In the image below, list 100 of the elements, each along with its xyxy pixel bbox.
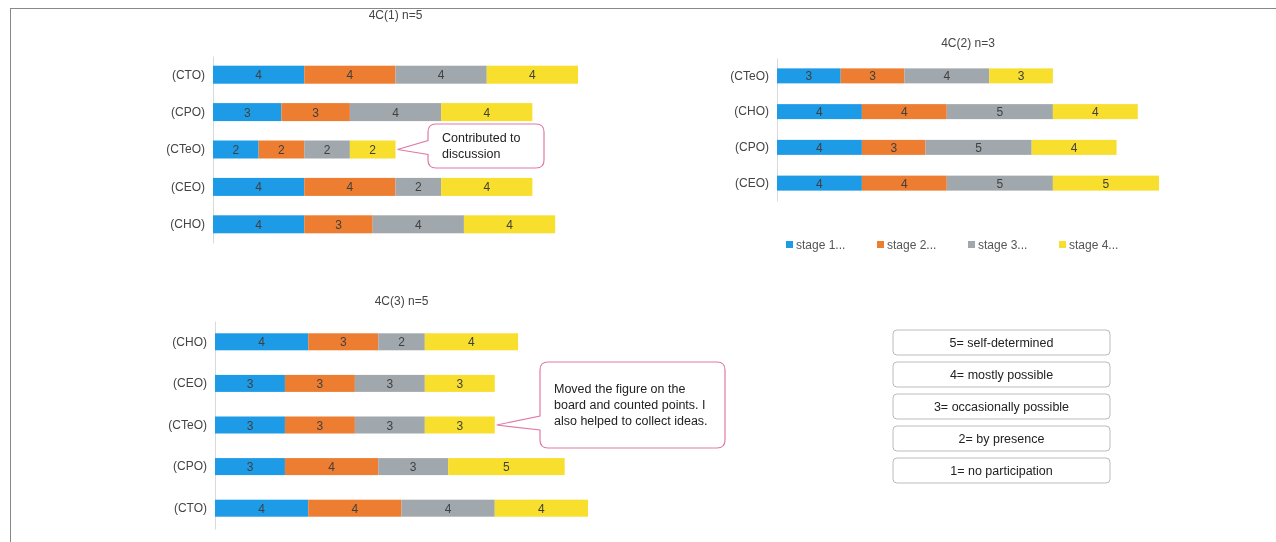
bar <box>777 68 841 84</box>
y-tick-label: (CHO) <box>170 217 205 232</box>
bar <box>354 374 425 392</box>
bar <box>395 65 487 84</box>
text: 3= occasionally possible <box>933 400 1070 414</box>
legend-label: stage 3... <box>978 237 1028 252</box>
annotation: Contributed to discussion <box>442 131 521 161</box>
data-label: 3 <box>339 335 347 350</box>
data-label: 4 <box>258 501 266 516</box>
data-label: 4 <box>414 217 422 232</box>
legend-label: stage 4... <box>1069 237 1119 252</box>
data-label: 3 <box>456 418 464 433</box>
bar <box>213 215 305 234</box>
y-tick-label: (CTeO) <box>166 142 205 157</box>
bar <box>215 416 285 434</box>
bar <box>424 333 519 351</box>
y-tick-label: (CHO) <box>172 334 207 349</box>
bar <box>354 416 425 434</box>
bar <box>304 215 373 234</box>
y-tick-label: (CTeO) <box>168 417 207 432</box>
bar <box>840 68 905 84</box>
bar <box>946 175 1053 191</box>
data-label: 4 <box>816 140 824 155</box>
text: 5= self-determined <box>949 336 1054 350</box>
bar <box>777 175 862 191</box>
chart-title: 4C(1) n=5 <box>368 8 423 22</box>
bar <box>395 177 442 196</box>
data-label: 4 <box>816 176 824 191</box>
data-label: 2 <box>278 143 286 157</box>
data-label: 4 <box>900 176 908 191</box>
bar <box>284 458 379 476</box>
data-label: 3 <box>890 140 898 155</box>
data-label: 4 <box>483 105 491 120</box>
bar <box>1052 175 1159 191</box>
bar <box>304 140 350 159</box>
bar <box>424 416 495 434</box>
y-tick-label: (CEO) <box>171 179 205 194</box>
bar <box>215 333 309 351</box>
data-label: 4 <box>538 501 546 516</box>
bar <box>448 458 565 476</box>
bar <box>284 374 355 392</box>
bar <box>861 175 947 191</box>
data-label: 2 <box>414 180 422 195</box>
text: 4= mostly possible <box>949 368 1054 382</box>
data-label: 2 <box>398 335 406 350</box>
y-tick-label: (CEO) <box>735 175 769 190</box>
data-label: 4 <box>468 335 476 350</box>
bar <box>861 139 926 155</box>
data-label: 4 <box>816 105 824 120</box>
bar <box>213 140 259 159</box>
chart-title: 4C(3) n=5 <box>374 294 429 308</box>
data-label: 4 <box>258 335 266 350</box>
data-label: 5 <box>975 140 983 155</box>
bar <box>777 104 862 120</box>
data-label: 4 <box>483 180 491 195</box>
bar <box>946 104 1053 120</box>
legend-label: stage 2... <box>887 237 937 252</box>
data-label: 4 <box>255 217 263 232</box>
data-label: 4 <box>900 105 908 120</box>
y-tick-label: (CTO) <box>171 67 205 82</box>
annotation: Moved the figure on the board and counted points. I also helped to collect ideas. <box>554 382 708 428</box>
bar <box>378 458 449 476</box>
data-label: 3 <box>335 217 343 232</box>
bar <box>401 499 495 517</box>
data-label: 3 <box>246 418 254 433</box>
data-label: 3 <box>312 105 320 120</box>
y-tick-label: (CEO) <box>173 376 207 391</box>
text: 2= by presence <box>958 432 1045 446</box>
data-label: 4 <box>943 69 951 84</box>
bar <box>925 139 1032 155</box>
data-label: 4 <box>255 180 263 195</box>
bar <box>424 374 495 392</box>
bar <box>494 499 588 517</box>
data-label: 4 <box>529 68 537 83</box>
data-label: 2 <box>232 143 240 157</box>
bar <box>989 68 1053 84</box>
data-label: 5 <box>996 105 1004 120</box>
chart-title: 4C(2) n=3 <box>941 36 996 50</box>
bar <box>258 140 305 159</box>
data-label: 4 <box>346 68 354 83</box>
data-label: 3 <box>386 418 394 433</box>
bar <box>215 458 285 476</box>
data-label: 5 <box>503 460 511 475</box>
data-label: 3 <box>246 460 254 475</box>
bar <box>441 177 533 196</box>
bar <box>215 374 285 392</box>
bar <box>904 68 990 84</box>
data-label: 3 <box>246 376 254 391</box>
data-label: 4 <box>351 501 359 516</box>
data-label: 4 <box>1070 140 1078 155</box>
bar <box>304 65 396 84</box>
data-label: 3 <box>409 460 417 475</box>
bar <box>486 65 578 84</box>
legend-label: stage 1... <box>796 237 846 252</box>
data-label: 3 <box>869 69 877 84</box>
bar <box>284 416 355 434</box>
data-label: 5 <box>1102 176 1110 191</box>
bar <box>372 215 464 234</box>
data-label: 3 <box>1017 69 1025 84</box>
bar <box>308 499 402 517</box>
